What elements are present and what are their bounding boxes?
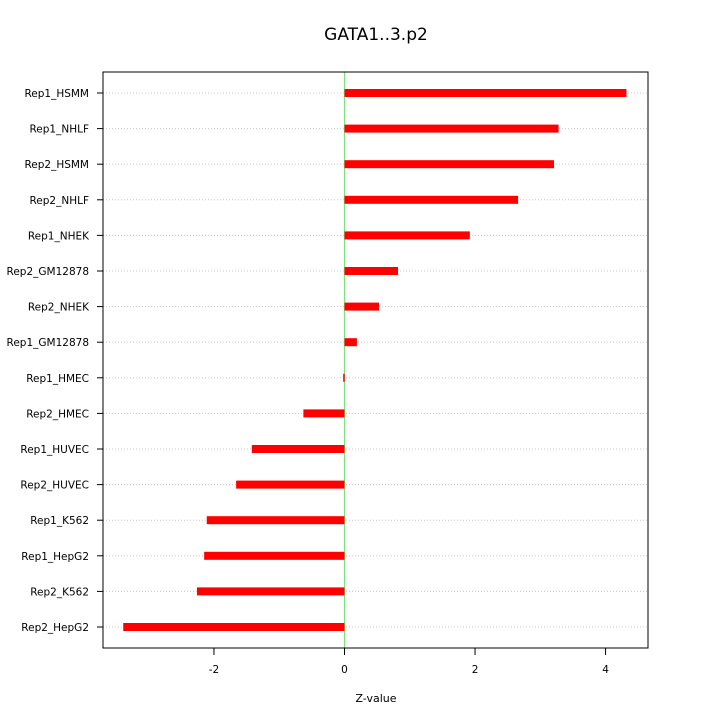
bar-rep1_hsmm <box>344 89 627 97</box>
bar-rep1_nhlf <box>344 124 559 133</box>
bar-rep1_hmec <box>343 373 345 382</box>
y-tick-label: Rep2_GM12878 <box>7 266 89 278</box>
bar-rep2_huvec <box>236 480 345 489</box>
plot-frame <box>102 71 649 649</box>
bar-rep2_hepg2 <box>123 623 345 631</box>
chart-title: GATA1..3.p2 <box>324 25 428 45</box>
bar-rep1_huvec <box>251 445 345 453</box>
y-tick-label: Rep1_HMEC <box>26 373 89 385</box>
bar-rep2_nhlf <box>344 195 519 204</box>
y-tick-label: Rep2_HUVEC <box>20 480 89 492</box>
x-axis-label: Z-value <box>355 692 396 705</box>
x-tick-label: 4 <box>602 664 609 676</box>
y-tick-label: Rep1_HepG2 <box>21 551 89 563</box>
bar-rep1_k562 <box>206 516 345 525</box>
bar-rep2_gm12878 <box>344 267 399 275</box>
bar-rep2_hmec <box>303 409 345 418</box>
y-tick-label: Rep1_NHEK <box>28 230 90 242</box>
x-axis: -2 0 2 4 <box>209 647 609 676</box>
y-tick-label: Rep1_HSMM <box>24 88 89 100</box>
y-axis-labels: Rep1_HSMM Rep1_NHLF Rep2_HSMM Rep2_NHLF Rep1… <box>7 88 103 634</box>
bar-rep1_gm12878 <box>344 338 357 347</box>
bar-rep2_k562 <box>196 587 345 596</box>
bar-rep1_nhek <box>344 231 470 240</box>
x-tick-label: -2 <box>209 664 219 676</box>
grid-lines <box>103 92 648 628</box>
bar-rep1_hepg2 <box>204 551 345 560</box>
y-tick-label: Rep1_GM12878 <box>7 337 89 349</box>
y-tick-label: Rep2_HepG2 <box>21 622 89 634</box>
bar-rep2_nhek <box>344 302 380 311</box>
y-tick-label: Rep2_HSMM <box>24 159 89 171</box>
y-tick-label: Rep1_K562 <box>30 515 89 527</box>
bar-rep2_hsmm <box>344 160 555 169</box>
y-tick-label: Rep2_NHEK <box>28 302 90 314</box>
y-tick-label: Rep2_NHLF <box>29 195 89 207</box>
y-tick-label: Rep1_HUVEC <box>20 444 89 456</box>
y-tick-label: Rep1_NHLF <box>29 124 89 136</box>
y-tick-label: Rep2_K562 <box>30 586 89 598</box>
bars <box>123 89 627 631</box>
y-tick-label: Rep2_HMEC <box>26 408 89 420</box>
x-tick-label: 2 <box>472 664 479 676</box>
x-tick-label: 0 <box>341 664 348 676</box>
